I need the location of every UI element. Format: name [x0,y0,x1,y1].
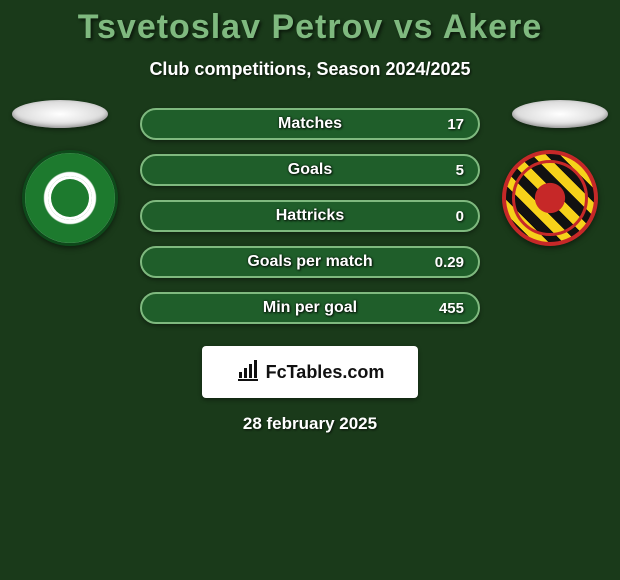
footer-date: 28 february 2025 [243,414,377,434]
stat-row-hattricks: Hattricks 0 [140,200,480,232]
stat-row-goals-per-match: Goals per match 0.29 [140,246,480,278]
comparison-body: Matches 17 Goals 5 Hattricks 0 Goals per… [0,108,620,324]
stat-value: 17 [447,116,464,133]
stat-row-goals: Goals 5 [140,154,480,186]
comparison-card: Tsvetoslav Petrov vs Akere Club competit… [0,0,620,434]
country-flag-left [12,100,108,128]
stat-label: Goals per match [142,253,478,271]
stat-value: 5 [456,162,464,179]
stat-value: 455 [439,300,464,317]
stat-label: Matches [142,115,478,133]
page-subtitle: Club competitions, Season 2024/2025 [149,59,470,80]
club-logo-right [502,150,598,246]
stat-label: Goals [142,161,478,179]
page-title: Tsvetoslav Petrov vs Akere [78,8,542,47]
stat-row-min-per-goal: Min per goal 455 [140,292,480,324]
stat-value: 0 [456,208,464,225]
stat-label: Hattricks [142,207,478,225]
stat-label: Min per goal [142,299,478,317]
country-flag-right [512,100,608,128]
stat-value: 0.29 [435,254,464,271]
club-logo-left [22,150,118,246]
bar-chart-icon [236,358,260,387]
stat-row-matches: Matches 17 [140,108,480,140]
stats-column: Matches 17 Goals 5 Hattricks 0 Goals per… [140,108,480,324]
branding-badge[interactable]: FcTables.com [202,346,418,398]
branding-label: FcTables.com [266,362,385,383]
